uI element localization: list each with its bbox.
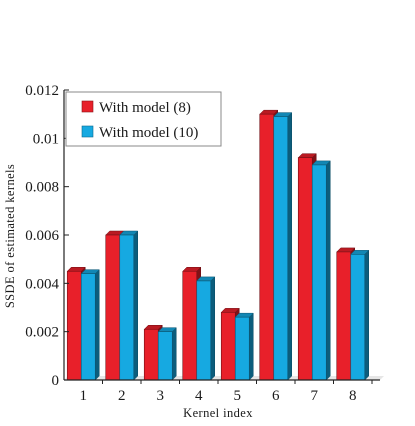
x-tick-label: 1 [80, 388, 88, 404]
y-tick-label: 0.01 [33, 131, 59, 147]
bar-front [336, 251, 352, 381]
y-ticks: 0 0.002 0.004 0.006 0.008 0.01 0.012 [25, 83, 69, 389]
bar-series-2-7 [311, 160, 331, 381]
bar-series-2-6 [273, 111, 293, 381]
x-tick-label: 3 [157, 388, 165, 404]
bar-front [143, 328, 159, 381]
y-tick-label: 0.002 [25, 325, 59, 341]
bar-front [182, 270, 198, 381]
bar-front [119, 234, 135, 381]
y-axis-title: SSDE of estimated kernels [3, 164, 17, 308]
bar-front [350, 254, 366, 381]
bar-side [287, 111, 292, 381]
bar-side [364, 249, 369, 381]
legend-swatch-series-1 [81, 100, 94, 113]
bar-series-2-4 [196, 276, 216, 381]
x-ticks: 1 2 3 4 5 6 7 8 [80, 380, 373, 404]
y-tick-label: 0.012 [25, 83, 59, 99]
bar-side [172, 327, 177, 381]
bar-front [273, 116, 289, 381]
legend: With model (8) With model (10) [65, 91, 222, 147]
bar-side [210, 276, 215, 381]
bar-front [259, 113, 275, 381]
bar-series-1-3 [143, 324, 163, 381]
y-tick-label: 0.004 [25, 276, 59, 292]
bar-front [105, 234, 121, 381]
bar-side [133, 230, 138, 381]
x-tick-label: 5 [234, 388, 242, 404]
x-tick-label: 4 [195, 388, 203, 404]
bar-front [234, 316, 250, 381]
bar-series-2-1 [80, 269, 100, 381]
legend-swatch-series-2 [81, 125, 94, 138]
legend-label-series-1: With model (8) [99, 100, 191, 116]
y-tick-label: 0.008 [25, 180, 59, 196]
bar-front [80, 273, 96, 381]
bar-series-2-3 [157, 327, 177, 381]
bar-front [311, 164, 327, 381]
bar-front [196, 280, 212, 381]
x-tick-label: 8 [349, 388, 357, 404]
bar-series-2-2 [119, 230, 139, 381]
bar-front [297, 157, 313, 381]
bar-front [220, 312, 236, 381]
bar-front [157, 331, 173, 381]
bar-series-2-5 [234, 312, 254, 381]
bar-side [326, 160, 331, 381]
x-tick-label: 2 [118, 388, 126, 404]
x-tick-label: 7 [311, 388, 319, 404]
legend-label-series-2: With model (10) [99, 125, 198, 141]
x-axis-title: Kernel index [183, 406, 253, 420]
bar-series-2-8 [350, 249, 370, 381]
x-tick-label: 6 [272, 388, 280, 404]
y-tick-label: 0 [52, 373, 60, 389]
bars-layer [66, 109, 370, 381]
y-tick-label: 0.006 [25, 228, 59, 244]
bar-side [95, 269, 100, 381]
bar-front [66, 270, 82, 381]
bar-side [249, 312, 254, 381]
